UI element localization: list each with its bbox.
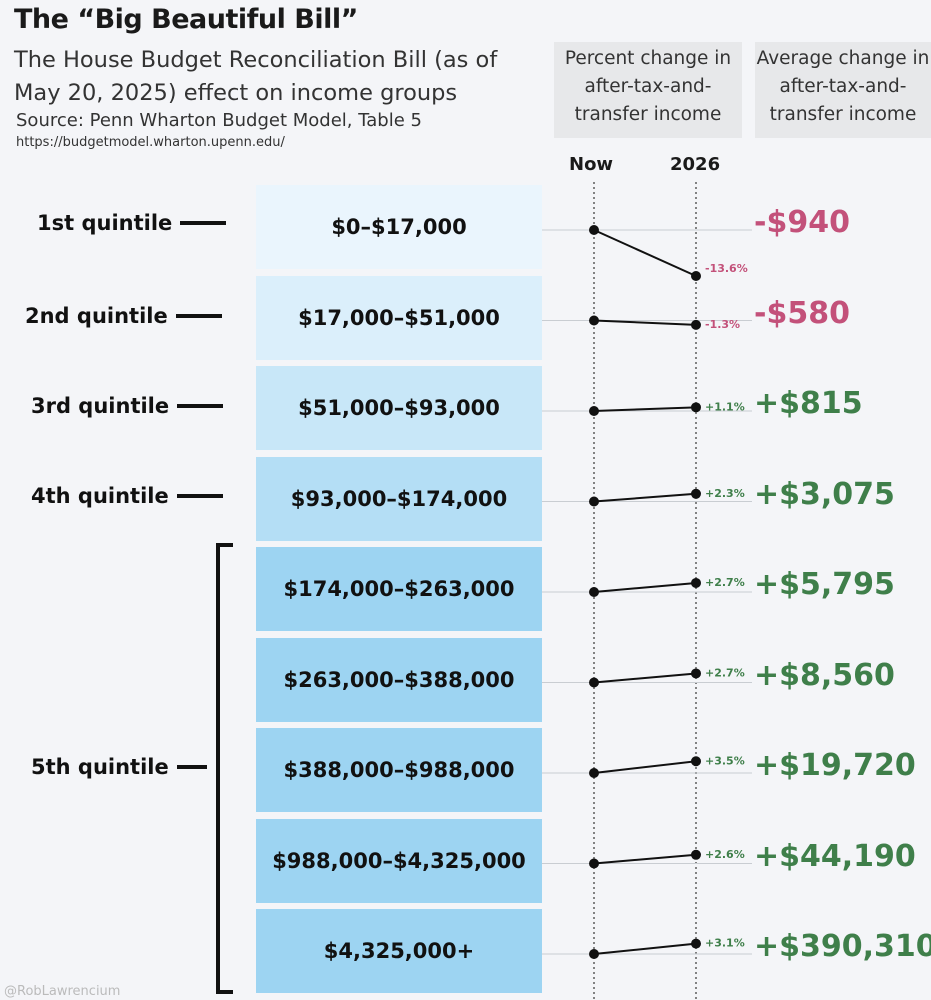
percent-label: -1.3%: [705, 318, 740, 331]
quintile-label-2: 2nd quintile: [25, 304, 222, 328]
percent-label: +2.7%: [705, 666, 745, 679]
fifth-quintile-bracket: [216, 543, 220, 994]
slope-line: [593, 942, 697, 955]
percent-label: +3.1%: [705, 937, 745, 950]
source-url: https://budgetmodel.wharton.upenn.edu/: [16, 135, 285, 150]
average-change-value: +$19,720: [754, 748, 916, 783]
chart-title: The “Big Beautiful Bill”: [14, 4, 358, 35]
source-line: Source: Penn Wharton Budget Model, Table…: [16, 110, 422, 131]
percent-label: -13.6%: [705, 262, 748, 275]
year-point: [691, 402, 701, 413]
quintile-label-1: 1st quintile: [37, 211, 227, 235]
average-change-value: +$3,075: [754, 476, 895, 512]
bracket-top: [216, 543, 233, 547]
average-change-value: +$44,190: [754, 838, 916, 874]
year-point: [691, 271, 701, 281]
slope-line: [593, 319, 697, 326]
now-point: [589, 496, 599, 507]
income-band: $388,000–$988,000: [256, 728, 542, 812]
now-point: [589, 677, 599, 688]
now-point: [589, 225, 599, 235]
quintile-label-3: 3rd quintile: [31, 394, 224, 418]
year-point: [691, 849, 701, 860]
income-band: $988,000–$4,325,000: [256, 818, 542, 903]
slope-line: [593, 760, 697, 774]
income-band: $0–$17,000: [256, 185, 542, 269]
percent-label: +2.6%: [705, 848, 745, 861]
year-point: [691, 577, 701, 588]
average-change-value: -$940: [754, 205, 850, 240]
now-point: [589, 406, 599, 416]
income-band: $51,000–$93,000: [256, 366, 542, 450]
bracket-bottom: [216, 990, 233, 994]
year-point: [691, 668, 701, 679]
slope-line: [593, 581, 697, 593]
quintile-label-5: 5th quintile: [31, 755, 207, 779]
year-point: [691, 938, 701, 949]
average-change-value: +$815: [754, 386, 863, 421]
income-band: $174,000–$263,000: [256, 547, 542, 631]
percent-label: +1.1%: [705, 400, 745, 413]
year-point: [691, 488, 701, 499]
income-band: $263,000–$388,000: [256, 637, 542, 722]
average-change-value: +$8,560: [754, 657, 895, 693]
quintile-label-4: 4th quintile: [31, 484, 223, 508]
now-point: [589, 315, 599, 326]
year-axis-label: 2026: [670, 154, 721, 175]
now-point: [589, 768, 599, 778]
average-change-value: -$580: [754, 295, 850, 331]
slope-line: [593, 229, 697, 277]
chart-subtitle: The House Budget Reconciliation Bill (as…: [14, 47, 498, 106]
now-point: [589, 858, 599, 869]
income-band: $93,000–$174,000: [256, 456, 542, 541]
average-change-value: +$390,310: [754, 929, 931, 964]
year-point: [691, 756, 701, 767]
percent-label: +3.5%: [705, 754, 745, 767]
percent-label: +2.7%: [705, 576, 745, 589]
slope-line: [593, 492, 697, 503]
slope-line: [593, 672, 697, 684]
percent-label: +2.3%: [705, 487, 745, 500]
now-point: [589, 949, 599, 959]
percent-change-header: Percent change in after-tax-and-transfer…: [554, 42, 742, 138]
income-band: $17,000–$51,000: [256, 275, 542, 360]
slope-line: [593, 853, 697, 865]
now-axis-label: Now: [569, 154, 614, 175]
income-band: $4,325,000+: [256, 909, 542, 993]
year-point: [691, 319, 701, 330]
average-change-value: +$5,795: [754, 567, 895, 602]
now-point: [589, 587, 599, 597]
slope-line: [593, 406, 697, 412]
average-change-header: Average change in after-tax-and-transfer…: [755, 42, 931, 138]
watermark: @RobLawrencium: [4, 984, 121, 999]
